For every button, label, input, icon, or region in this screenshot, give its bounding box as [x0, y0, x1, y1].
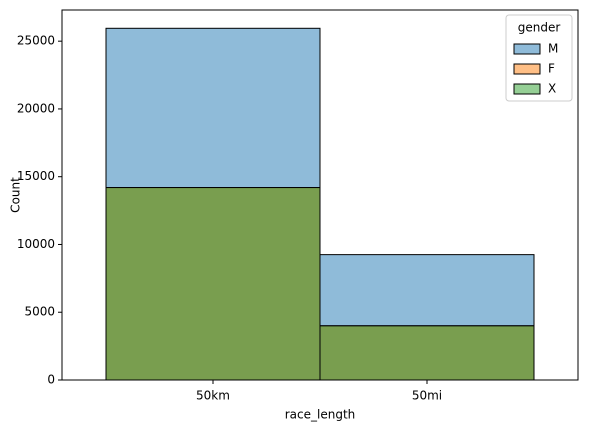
y-tick-label: 15000 [17, 169, 55, 183]
y-axis-label: Count [9, 177, 23, 213]
legend-box [505, 14, 573, 102]
legend-label: F [548, 62, 555, 76]
y-tick-label: 0 [47, 373, 55, 387]
bar [105, 187, 321, 381]
legend-swatch [513, 63, 541, 75]
legend-title: gender [518, 21, 561, 35]
plot-frame [61, 9, 579, 381]
legend-label: X [548, 82, 556, 96]
y-tick-label: 25000 [17, 34, 55, 48]
x-tick-label: 50mi [412, 389, 442, 403]
x-tick-label: 50km [196, 389, 230, 403]
legend-swatch [513, 43, 541, 55]
y-tick-label: 10000 [17, 237, 55, 251]
bar [319, 325, 535, 381]
legend-swatch [513, 83, 541, 95]
legend-label: M [548, 42, 558, 56]
x-axis-label: race_length [285, 408, 356, 422]
y-tick-label: 5000 [24, 305, 55, 319]
y-tick-label: 20000 [17, 101, 55, 115]
